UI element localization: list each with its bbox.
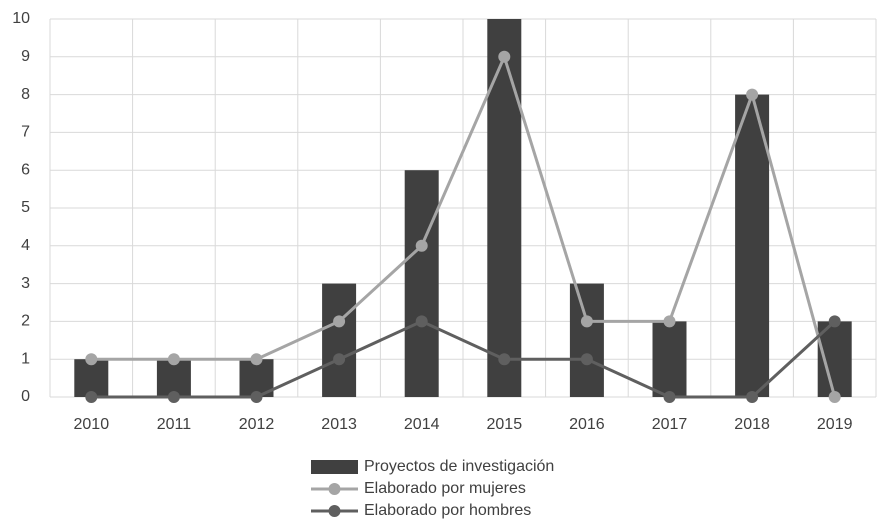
legend-label: Elaborado por mujeres: [364, 480, 526, 497]
marker: [85, 353, 98, 366]
marker: [498, 353, 511, 366]
legend-label: Proyectos de investigación: [364, 458, 554, 475]
marker: [415, 315, 428, 328]
y-tick-label: 2: [21, 313, 30, 330]
y-tick-label: 5: [21, 199, 30, 216]
marker: [250, 391, 263, 403]
marker: [580, 315, 593, 328]
x-tick-label: 2012: [239, 416, 275, 433]
marker: [333, 315, 346, 328]
x-tick-label: 2017: [652, 416, 688, 433]
marker: [333, 353, 346, 366]
marker: [663, 391, 676, 403]
marker: [746, 391, 759, 403]
marker: [415, 239, 428, 252]
bar: [735, 94, 770, 397]
marker: [828, 315, 841, 328]
bar: [652, 321, 687, 397]
y-tick-label: 10: [12, 10, 30, 27]
bar: [156, 359, 191, 397]
bar: [404, 170, 439, 397]
bar: [487, 19, 522, 397]
marker: [828, 391, 841, 403]
bar: [322, 283, 357, 397]
marker: [85, 391, 98, 403]
y-tick-label: 4: [21, 237, 30, 254]
line: [91, 319, 836, 399]
bar: [569, 283, 604, 397]
y-tick-label: 0: [21, 388, 30, 405]
marker: [498, 50, 511, 63]
y-tick-label: 3: [21, 275, 30, 292]
y-tick-label: 9: [21, 48, 30, 65]
marker: [167, 353, 180, 366]
legend-label: Elaborado por hombres: [364, 502, 531, 519]
x-tick-label: 2016: [569, 416, 605, 433]
x-tick-label: 2013: [321, 416, 357, 433]
y-tick-label: 1: [21, 350, 30, 367]
bar: [74, 359, 109, 397]
marker: [580, 353, 593, 366]
legend-swatch: [328, 483, 341, 495]
x-tick-label: 2010: [74, 416, 110, 433]
line: [91, 52, 837, 398]
y-tick-label: 8: [21, 86, 30, 103]
y-tick-label: 6: [21, 161, 30, 178]
x-tick-label: 2015: [487, 416, 523, 433]
marker: [250, 353, 263, 366]
marker: [746, 88, 759, 101]
x-tick-label: 2011: [157, 416, 192, 433]
x-tick-label: 2018: [734, 416, 770, 433]
x-tick-label: 2014: [404, 416, 440, 433]
legend-swatch: [311, 460, 358, 474]
x-tick-label: 2019: [817, 416, 853, 433]
legend-swatch: [328, 505, 341, 517]
marker: [663, 315, 676, 328]
y-tick-label: 7: [21, 124, 30, 141]
marker: [167, 391, 180, 403]
